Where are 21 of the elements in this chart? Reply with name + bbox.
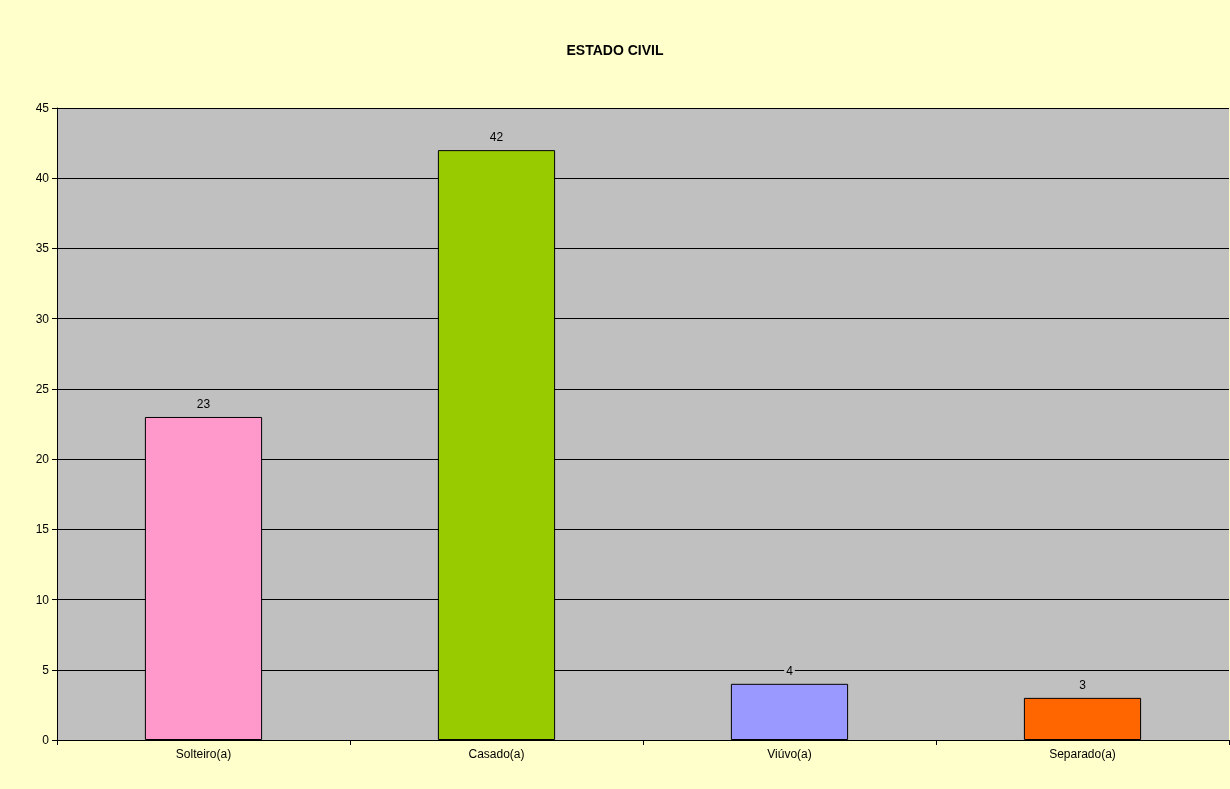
y-tick-label: 5 <box>42 662 50 677</box>
bar <box>1023 697 1142 740</box>
y-tick-label: 40 <box>35 171 50 186</box>
data-label: 4 <box>786 663 794 678</box>
x-tick-label: Solteiro(a) <box>175 747 232 761</box>
y-tick-label: 35 <box>35 241 50 256</box>
x-tick-label: Casado(a) <box>468 747 525 761</box>
data-label: 23 <box>196 396 211 411</box>
bar <box>730 683 849 740</box>
data-label: 42 <box>489 130 504 145</box>
x-tick-label: Viúvo(a) <box>767 747 812 761</box>
data-label: 3 <box>1079 677 1087 692</box>
y-tick-label: 10 <box>35 592 50 607</box>
y-tick-label: 25 <box>35 381 50 396</box>
y-tick-label: 20 <box>35 452 50 467</box>
y-tick-label: 30 <box>35 311 50 326</box>
chart-title: ESTADO CIVIL <box>566 42 664 58</box>
x-tick-label: Separado(a) <box>1049 747 1116 761</box>
y-tick-label: 45 <box>35 101 50 115</box>
y-tick-label: 0 <box>42 733 50 747</box>
y-tick-label: 15 <box>35 522 50 537</box>
